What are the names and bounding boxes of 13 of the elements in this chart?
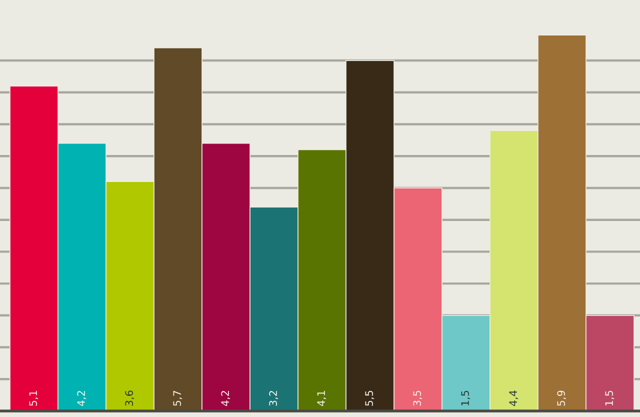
data-label: 5,7 (173, 390, 182, 406)
data-label: 4,1 (317, 390, 326, 406)
data-label: 3,6 (125, 390, 134, 406)
data-label: 3,5 (413, 390, 422, 406)
data-label: 4,4 (509, 390, 518, 406)
data-label: 5,1 (29, 390, 38, 406)
data-label: 5,5 (365, 390, 374, 406)
data-label: 3,2 (269, 391, 278, 406)
data-label: 1,5 (461, 390, 470, 406)
data-label: 1,5 (605, 390, 614, 406)
data-label: 5,9 (557, 390, 566, 406)
data-label: 4,2 (221, 391, 230, 406)
data-label: 4,2 (77, 391, 86, 406)
